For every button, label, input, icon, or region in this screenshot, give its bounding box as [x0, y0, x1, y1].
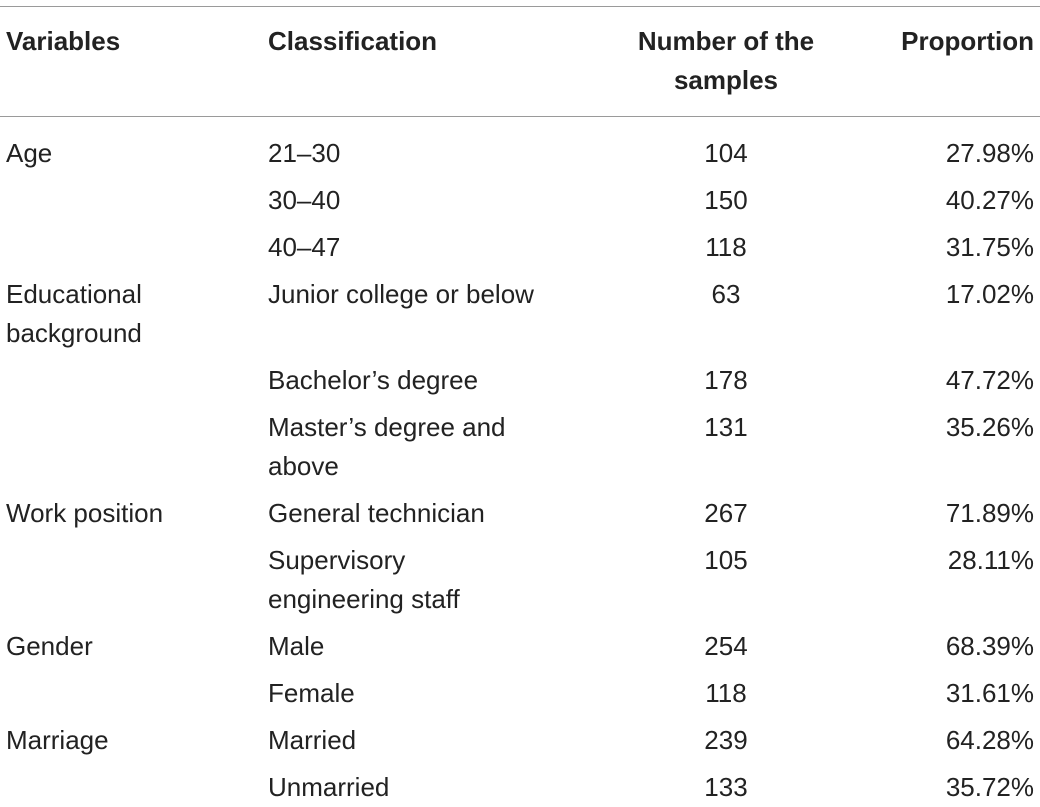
proportion-cell: 35.72% [945, 772, 1034, 802]
classification-cell: Male [268, 631, 325, 661]
number-cell: 133 [704, 772, 748, 802]
proportion-cell: 68.39% [945, 631, 1034, 661]
classification-cell: Bachelor’s degree [268, 365, 479, 395]
proportion-cell: 40.27% [945, 185, 1034, 215]
classification-cell: Supervisory [268, 545, 406, 575]
variable-label: Age [6, 138, 53, 168]
number-cell: 63 [711, 279, 741, 309]
table-top-rule [0, 6, 1040, 7]
proportion-cell: 31.75% [945, 232, 1034, 262]
variable-label: Work position [6, 498, 164, 528]
classification-cell: Female [268, 678, 355, 708]
proportion-cell: 17.02% [945, 279, 1034, 309]
number-cell: 105 [704, 545, 748, 575]
number-cell: 150 [704, 185, 748, 215]
header-classification: Classification [268, 26, 438, 56]
classification-cell: Master’s degree and [268, 412, 506, 442]
proportion-cell: 28.11% [947, 545, 1034, 575]
classification-cell: General technician [268, 498, 485, 528]
number-cell: 131 [704, 412, 748, 442]
number-cell: 118 [705, 232, 747, 262]
classification-cell: 21–30 [268, 138, 341, 168]
classification-cell: above [268, 451, 339, 481]
classification-cell: engineering staff [268, 584, 460, 614]
header-proportion: Proportion [901, 26, 1034, 56]
proportion-cell: 71.89% [945, 498, 1034, 528]
proportion-cell: 31.61% [945, 678, 1034, 708]
classification-cell: Junior college or below [268, 279, 534, 309]
classification-cell: Married [268, 725, 357, 755]
classification-cell: 30–40 [268, 185, 341, 215]
variable-label: background [6, 318, 142, 348]
classification-cell: 40–47 [268, 232, 341, 262]
number-cell: 239 [704, 725, 748, 755]
proportion-cell: 47.72% [945, 365, 1034, 395]
variable-label: Gender [6, 631, 93, 661]
variable-label: Educational [6, 279, 142, 309]
number-cell: 267 [704, 498, 748, 528]
number-cell: 178 [704, 365, 748, 395]
variable-label: Marriage [6, 725, 109, 755]
number-cell: 118 [705, 678, 747, 708]
proportion-cell: 27.98% [945, 138, 1034, 168]
number-cell: 104 [704, 138, 748, 168]
header-number-line2: samples [673, 65, 779, 95]
proportion-cell: 35.26% [945, 412, 1034, 442]
header-variables: Variables [6, 26, 121, 56]
table-header-rule [0, 116, 1040, 117]
header-number-line1: Number of the [637, 26, 815, 56]
classification-cell: Unmarried [268, 772, 390, 802]
proportion-cell: 64.28% [945, 725, 1034, 755]
number-cell: 254 [704, 631, 748, 661]
